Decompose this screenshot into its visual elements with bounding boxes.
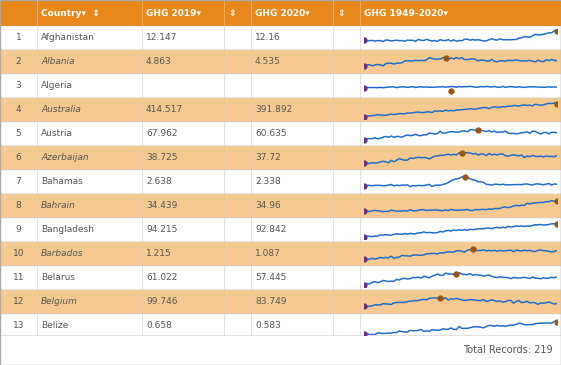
Text: Country▾  ⇕: Country▾ ⇕	[41, 8, 100, 18]
Bar	[0, 335, 561, 365]
Text: 2.338: 2.338	[255, 177, 280, 187]
Text: Australia: Australia	[41, 105, 81, 115]
Text: 1: 1	[16, 34, 21, 42]
Text: 391.892: 391.892	[255, 105, 292, 115]
Text: 3: 3	[16, 81, 21, 91]
Bar	[0, 74, 561, 98]
Bar	[0, 194, 561, 218]
Text: 8: 8	[16, 201, 21, 211]
Text: 57.445: 57.445	[255, 273, 286, 283]
Text: 13: 13	[13, 322, 24, 330]
Bar	[0, 146, 561, 170]
Bar	[0, 170, 561, 194]
Text: 2: 2	[16, 58, 21, 66]
Bar	[0, 98, 561, 122]
Text: Azerbaijan: Azerbaijan	[41, 154, 89, 162]
Text: 11: 11	[13, 273, 24, 283]
Text: Belgium: Belgium	[41, 297, 78, 307]
Text: 37.72: 37.72	[255, 154, 280, 162]
Text: 34.96: 34.96	[255, 201, 280, 211]
Text: 7: 7	[16, 177, 21, 187]
Text: 83.749: 83.749	[255, 297, 287, 307]
Text: 67.962: 67.962	[146, 130, 177, 138]
Bar	[0, 50, 561, 74]
Text: 12.147: 12.147	[146, 34, 177, 42]
Text: 12.16: 12.16	[255, 34, 280, 42]
Text: 2.638: 2.638	[146, 177, 172, 187]
Text: 94.215: 94.215	[146, 226, 177, 234]
Bar	[0, 122, 561, 146]
Text: Total Records: 219: Total Records: 219	[463, 345, 553, 355]
Text: ⇕: ⇕	[228, 8, 236, 18]
Bar	[0, 266, 561, 290]
Bar	[0, 314, 561, 338]
Text: Bahamas: Bahamas	[41, 177, 83, 187]
Text: Austria: Austria	[41, 130, 73, 138]
Text: 12: 12	[13, 297, 24, 307]
Text: 10: 10	[13, 250, 24, 258]
Text: GHG 2019▾: GHG 2019▾	[146, 8, 201, 18]
Text: Algeria: Algeria	[41, 81, 73, 91]
Text: 34.439: 34.439	[146, 201, 177, 211]
Text: ⇕: ⇕	[337, 8, 344, 18]
Text: 4: 4	[16, 105, 21, 115]
Text: 60.635: 60.635	[255, 130, 287, 138]
Text: 0.658: 0.658	[146, 322, 172, 330]
Text: Albania: Albania	[41, 58, 75, 66]
Bar	[0, 290, 561, 314]
Bar	[0, 0, 561, 26]
Text: Bangladesh: Bangladesh	[41, 226, 94, 234]
Text: 1.087: 1.087	[255, 250, 281, 258]
Text: Barbados: Barbados	[41, 250, 84, 258]
Text: Belize: Belize	[41, 322, 68, 330]
Text: Bahrain: Bahrain	[41, 201, 76, 211]
Text: 6: 6	[16, 154, 21, 162]
Bar	[0, 218, 561, 242]
Text: 61.022: 61.022	[146, 273, 177, 283]
Text: 99.746: 99.746	[146, 297, 177, 307]
Text: 0.583: 0.583	[255, 322, 281, 330]
Text: 38.725: 38.725	[146, 154, 177, 162]
Bar	[0, 26, 561, 50]
Text: 4.863: 4.863	[146, 58, 172, 66]
Bar	[0, 242, 561, 266]
Text: Belarus: Belarus	[41, 273, 75, 283]
Text: 9: 9	[16, 226, 21, 234]
Text: Afghanistan: Afghanistan	[41, 34, 95, 42]
Text: 4.535: 4.535	[255, 58, 280, 66]
Text: GHG 2020▾: GHG 2020▾	[255, 8, 310, 18]
Text: 414.517: 414.517	[146, 105, 183, 115]
Text: 5: 5	[16, 130, 21, 138]
Text: GHG 1949-2020▾: GHG 1949-2020▾	[364, 8, 448, 18]
Text: 92.842: 92.842	[255, 226, 286, 234]
Text: 1.215: 1.215	[146, 250, 172, 258]
